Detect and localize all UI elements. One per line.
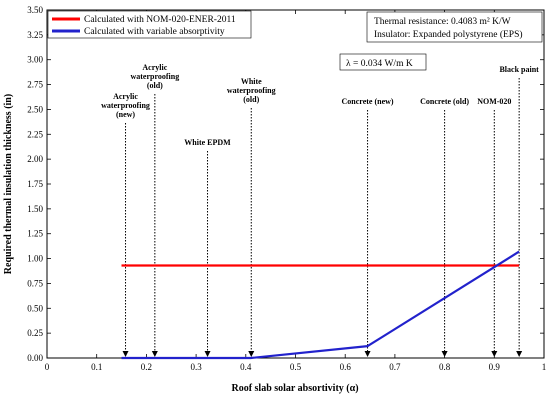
plot-frame: [46, 9, 545, 359]
marker-label-line: (new): [116, 110, 135, 119]
x-tick-label: 0.5: [290, 362, 302, 372]
marker-arrowhead: [441, 351, 448, 357]
marker-label-line: (old): [147, 81, 163, 90]
x-tick-label: 0.8: [439, 362, 451, 372]
x-tick-label: 0.9: [489, 362, 501, 372]
material-marker: White EPDM: [184, 138, 231, 357]
y-tick-label: 3.25: [27, 30, 43, 40]
y-tick-label: 2.50: [27, 104, 43, 114]
info-thermal-resistance: Thermal resistance: 0.4083 m² K/W: [374, 17, 511, 27]
y-tick-label: 3.50: [27, 5, 43, 15]
marker-arrowhead: [204, 351, 211, 357]
legend-box: [47, 10, 252, 39]
y-tick-label: 3.00: [27, 55, 43, 65]
y-tick-label: 0.75: [27, 278, 43, 288]
marker-arrowhead: [491, 351, 498, 357]
marker-arrowhead: [364, 351, 371, 357]
marker-label-line: NOM-020: [477, 97, 511, 106]
material-marker: Black paint: [499, 65, 539, 357]
series-lines: [121, 250, 520, 360]
x-tick-label: 0.7: [389, 362, 401, 372]
info-insulator: Insulator: Expanded polystyrene (EPS): [374, 29, 523, 40]
x-tick-label: 0.3: [190, 362, 202, 372]
x-tick-label: 0.1: [91, 362, 102, 372]
y-axis-ticks: 0.00 0.25 0.50 0.75 1.00 1.25 1.50 1.75 2.00 2.25…: [27, 5, 544, 363]
marker-arrowhead: [151, 351, 158, 357]
marker-label-line: Concrete (new): [342, 97, 394, 106]
marker-label-line: waterproofing: [130, 72, 179, 81]
y-tick-label: 0.00: [27, 353, 43, 363]
material-markers: Acrylicwaterproofing(new)Acrylicwaterpro…: [101, 63, 539, 357]
y-tick-label: 1.00: [27, 254, 43, 264]
x-axis-ticks: 0 0.1 0.2 0.3 0.4 0.5 0.6 0.7 0.8 0.9 1: [45, 10, 547, 372]
x-axis-label: Roof slab solar absortivity (α): [231, 383, 358, 394]
marker-label-line: (old): [243, 95, 259, 104]
y-tick-label: 2.00: [27, 154, 43, 164]
marker-label-line: White: [241, 77, 262, 86]
marker-label-line: Acrylic: [142, 63, 167, 72]
lambda-value: λ = 0.034 W/m K: [346, 59, 413, 69]
lambda-box-frame: [339, 53, 427, 71]
material-marker: NOM-020: [477, 97, 511, 357]
y-tick-label: 1.50: [27, 204, 43, 214]
material-marker: Concrete (old): [420, 97, 469, 357]
marker-label-line: Black paint: [499, 65, 539, 74]
x-tick-label: 0.6: [340, 362, 352, 372]
y-tick-label: 2.75: [27, 80, 43, 90]
marker-label-line: Acrylic: [113, 92, 138, 101]
x-tick-label: 0: [45, 362, 50, 372]
x-tick-label: 0.4: [240, 362, 252, 372]
legend: Calculated with NOM-020-ENER-2011 Calcul…: [47, 10, 252, 39]
y-tick-label: 1.75: [27, 179, 43, 189]
marker-arrowhead: [122, 351, 129, 357]
y-tick-label: 2.25: [27, 129, 43, 139]
lambda-box: λ = 0.034 W/m K: [339, 53, 427, 71]
marker-label-line: waterproofing: [227, 86, 276, 95]
marker-label-line: waterproofing: [101, 101, 150, 110]
marker-label-line: Concrete (old): [420, 97, 469, 106]
y-tick-label: 0.25: [27, 328, 43, 338]
marker-label-line: White EPDM: [184, 138, 231, 147]
legend-label-nom020: Calculated with NOM-020-ENER-2011: [84, 15, 236, 25]
y-axis-label: Required thermal insulation thickness (i…: [3, 94, 14, 274]
legend-label-variable: Calculated with variable absorptivity: [84, 27, 225, 37]
x-tick-label: 1: [542, 362, 547, 372]
info-box-frame: [366, 11, 543, 43]
material-marker: Concrete (new): [342, 97, 394, 357]
y-tick-label: 0.50: [27, 303, 43, 313]
marker-arrowhead: [248, 351, 255, 357]
series-line-1: [121, 250, 520, 360]
x-tick-label: 0.2: [141, 362, 152, 372]
info-box: Thermal resistance: 0.4083 m² K/W Insula…: [366, 11, 543, 43]
marker-arrowhead: [516, 351, 523, 357]
y-tick-label: 1.25: [27, 229, 43, 239]
